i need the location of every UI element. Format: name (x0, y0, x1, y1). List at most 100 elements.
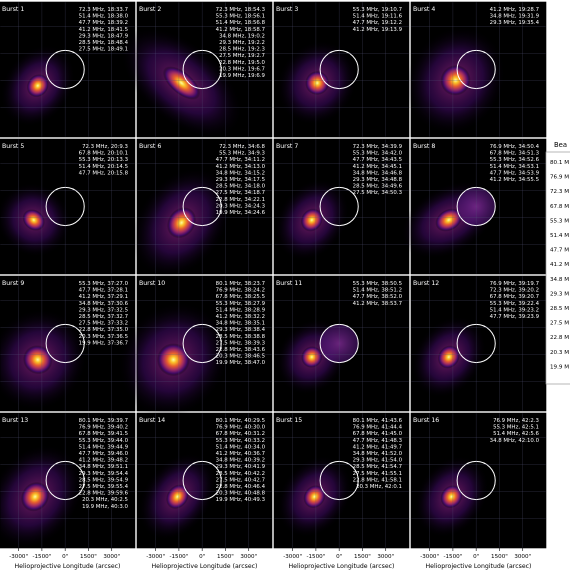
burst-source (301, 346, 323, 368)
freq-time-label: 29.3 MHz, 39:54.4 (79, 471, 129, 477)
freq-time-label: 22.8 MHz, 39:59.6 (79, 491, 129, 497)
freq-time-label: 67.8 MHz, 34:51.3 (490, 151, 539, 157)
freq-time-label: 22.8 MHz, 40:46.4 (216, 484, 266, 490)
panel-title: Burst 6 (139, 143, 161, 150)
freq-time-label: 72.3 MHz, 20:9.3 (82, 144, 128, 150)
freq-time-label: 76.9 MHz, 41:44.4 (353, 425, 403, 431)
burst-panel: Burst 12 76.9 MHz, 39:19.772.3 MHz, 39:20… (410, 275, 547, 412)
freq-time-label: 27.5 MHz, 18:49.1 (79, 47, 128, 53)
freq-time-label: 47.7 MHz, 34:11.2 (216, 157, 265, 163)
legend-entry: 67.8 M (550, 204, 569, 210)
freq-time-label: 20.3 MHz, 37:36.5 (79, 334, 128, 340)
freq-time-label: 19.9 MHz, 37:36.7 (79, 340, 128, 346)
panel-title: Burst 9 (2, 280, 24, 287)
freq-time-label: 51.4 MHz, 38:51.2 (353, 288, 402, 294)
legend-entry: 41.2 M (550, 262, 569, 268)
freq-time-label: 20.3 MHz, 34:24.3 (216, 203, 265, 209)
panel-title: Burst 5 (2, 143, 24, 150)
freq-time-label: 19.9 MHz, 34:24.6 (216, 210, 266, 216)
freq-time-label: 41.2 MHz, 37:29.1 (79, 294, 128, 300)
freq-time-label: 28.5 MHz, 38:38.8 (216, 334, 266, 340)
freq-time-label: 55.3 MHz, 18:56.1 (216, 14, 265, 20)
freq-time-label: 34.8 MHz, 19:31.9 (490, 14, 540, 20)
x-tick-label: 3000" (240, 554, 257, 560)
freq-time-label: 51.4 MHz, 34:53.1 (490, 164, 539, 170)
x-tick-label: 1500" (491, 554, 508, 560)
freq-time-label: 51.4 MHz, 42:5.6 (493, 431, 539, 437)
freq-time-label: 29.3 MHz, 18:47.9 (79, 33, 129, 39)
freq-time-label: 47.7 MHz, 39:23.9 (490, 314, 540, 320)
freq-time-label: 27.5 MHz, 40:42.7 (216, 477, 265, 483)
panel-frame (0, 412, 136, 549)
x-tick-label: -1500" (443, 554, 462, 560)
freq-time-label: 22.8 MHz, 38:43.6 (216, 347, 266, 353)
freq-time-label: 29.3 MHz, 40:41.9 (216, 464, 266, 470)
freq-time-label: 47.7 MHz, 20:15.8 (79, 170, 129, 176)
burst-source (156, 343, 190, 377)
freq-time-label: 51.4 MHz, 19:11.6 (353, 14, 403, 20)
panel-frame (273, 275, 410, 412)
burst-panel: Burst 9 55.3 MHz, 37:27.047.7 MHz, 37:28.… (0, 275, 136, 412)
legend-entry: 80.1 M (550, 160, 569, 166)
burst-panel: Burst 7 72.3 MHz, 34:39.955.3 MHz, 34:42.… (273, 138, 410, 275)
burst-source (435, 208, 463, 232)
burst-source (440, 485, 463, 509)
burst-source (20, 481, 50, 512)
freq-time-label: 27.5 MHz, 34:50.3 (353, 190, 402, 196)
freq-time-label: 29.3 MHz, 37:32.5 (79, 307, 128, 313)
panel-title: Burst 15 (276, 417, 302, 424)
freq-time-label: 22.8 MHz, 41:58.1 (353, 477, 402, 483)
freq-time-label: 20.3 MHz, 42:0.1 (356, 484, 402, 490)
freq-time-label: 28.5 MHz, 19:2.3 (219, 47, 265, 53)
freq-time-label: 22.8 MHz, 19:5.0 (219, 60, 265, 66)
panel-frame (273, 412, 410, 549)
x-tick-label: -1500" (306, 554, 325, 560)
burst-panel: Burst 3 55.3 MHz, 19:10.751.4 MHz, 19:11.… (273, 1, 410, 138)
freq-time-label: 28.5 MHz, 34:18.0 (216, 184, 266, 190)
freq-time-label: 34.8 MHz, 39:51.1 (79, 464, 128, 470)
x-tick-label: -1500" (169, 554, 188, 560)
freq-time-label: 28.5 MHz, 41:54.7 (353, 464, 402, 470)
freq-time-label: 55.3 MHz, 19:10.7 (353, 7, 402, 13)
panel-frame (136, 138, 273, 275)
freq-time-label: 34.8 MHz, 41:52.0 (353, 451, 403, 457)
freq-time-label: 47.7 MHz, 19:12.2 (353, 20, 402, 26)
freq-time-label: 80.1 MHz, 39:39.7 (79, 418, 128, 424)
freq-time-label: 41.2 MHz, 41:49.7 (353, 444, 402, 450)
legend-entry: 22.8 M (550, 335, 569, 341)
burst-source (23, 345, 53, 375)
freq-time-label: 27.5 MHz, 34:18.7 (216, 190, 265, 196)
freq-time-label: 55.3 MHz, 34:42.0 (353, 151, 403, 157)
freq-time-label: 29.3 MHz, 19:2.2 (219, 40, 265, 46)
freq-time-label: 51.4 MHz, 18:56.8 (216, 20, 266, 26)
panel-title: Burst 7 (276, 143, 298, 150)
freq-time-label: 47.7 MHz, 38:52.0 (353, 294, 403, 300)
burst-source (162, 66, 201, 100)
x-tick-label: 0" (473, 554, 480, 560)
panel-frame (410, 1, 547, 138)
burst-panel: Burst 16 76.9 MHz, 42:2.355.3 MHz, 42:5.1… (410, 412, 547, 549)
burst-panel: Burst 10 80.1 MHz, 38:23.776.9 MHz, 38:24… (118, 275, 273, 418)
panel-title: Burst 16 (413, 417, 439, 424)
freq-time-label: 47.7 MHz, 18:39.2 (79, 20, 128, 26)
freq-time-label: 20.3 MHz, 40:48.8 (216, 491, 266, 497)
freq-time-label: 51.4 MHz, 20:14.5 (79, 164, 128, 170)
freq-time-label: 20.3 MHz, 40:2.5 (82, 497, 128, 503)
freq-time-label: 51.4 MHz, 39:44.9 (79, 444, 129, 450)
x-tick-label: -3000" (9, 554, 28, 560)
panel-title: Burst 12 (413, 280, 439, 287)
panel-title: Burst 10 (139, 280, 165, 287)
freq-time-label: 67.8 MHz, 39:41.5 (79, 431, 128, 437)
burst-panel: Burst 5 72.3 MHz, 20:9.367.8 MHz, 20:10.1… (0, 138, 136, 275)
panel-title: Burst 8 (413, 143, 435, 150)
freq-time-label: 47.7 MHz, 34:53.9 (490, 170, 540, 176)
freq-time-label: 27.5 MHz, 39:55.4 (79, 484, 129, 490)
burst-source (303, 485, 326, 509)
freq-time-label: 28.5 MHz, 18:48.4 (79, 40, 129, 46)
freq-time-label: 41.2 MHz, 19:13.9 (353, 27, 403, 33)
panel-title: Burst 14 (139, 417, 165, 424)
legend-entry: 20.3 M (550, 350, 569, 356)
freq-time-label: 67.8 MHz, 39:20.7 (490, 294, 539, 300)
freq-time-label: 29.3 MHz, 19:35.4 (490, 20, 540, 26)
freq-time-label: 51.4 MHz, 38:28.9 (216, 307, 266, 313)
